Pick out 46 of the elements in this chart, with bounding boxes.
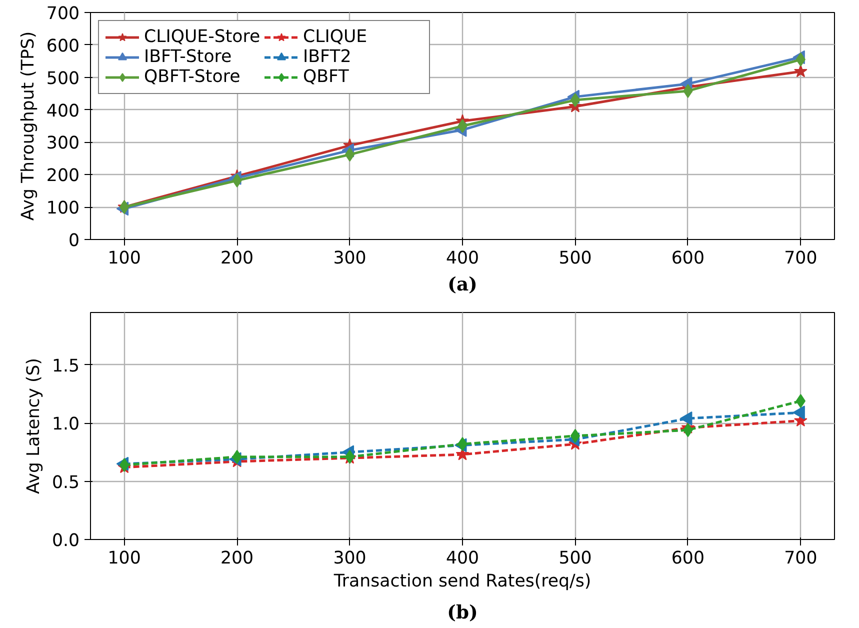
legend-label: QBFT-Store [144,67,242,87]
legend-label: CLIQUE-Store [144,27,262,47]
y-axis-title: Avg Latency (S) [24,358,44,494]
text: (a) [448,274,478,296]
point [570,428,580,443]
legend-label: IBFT2 [303,47,352,67]
y-tick-label: 0.0 [52,531,80,551]
x-tick-label: 500 [558,548,592,568]
point [458,119,468,133]
point [570,93,580,108]
x-tick-label: 200 [220,248,254,268]
y-tick-label: 700 [46,4,80,24]
text: (b) [447,602,478,624]
y-tick-label: 0.5 [52,472,80,493]
legend-label: QBFT [303,67,350,87]
y-tick-label: 100 [46,198,80,219]
x-tick-label: 400 [446,248,480,268]
x-tick-label: 100 [108,548,141,568]
y-tick-label: 1.0 [52,414,80,435]
point [119,458,130,472]
x-tick-label: 400 [446,548,480,568]
x-tick-label: 100 [108,248,141,268]
x-tick-label: 300 [333,248,366,268]
point [344,148,355,162]
point [796,394,806,408]
x-tick-label: 500 [558,248,592,268]
y-tick-label: 300 [46,134,80,154]
x-tick-label: 200 [220,548,254,568]
point [796,52,806,67]
y-axis-title: Avg Throughput (TPS) [18,31,38,221]
x-tick-label: 600 [671,248,704,268]
y-tick-label: 400 [46,101,80,122]
x-tick-label: 600 [671,548,704,568]
x-tick-label: 300 [333,548,366,568]
y-tick-label: 500 [46,68,80,89]
y-tick-label: 1.5 [52,356,80,376]
x-axis-title: Transaction send Rates(req/s) [332,572,592,592]
legend-label: CLIQUE [303,27,368,47]
x-tick-label: 700 [784,248,818,268]
x-tick-label: 700 [784,548,818,568]
point [456,448,470,460]
legend-label: IBFT-Store [144,47,233,67]
y-tick-label: 600 [46,36,80,56]
point [794,64,808,78]
y-tick-label: 200 [46,166,80,186]
y-tick-label: 0 [68,231,80,251]
